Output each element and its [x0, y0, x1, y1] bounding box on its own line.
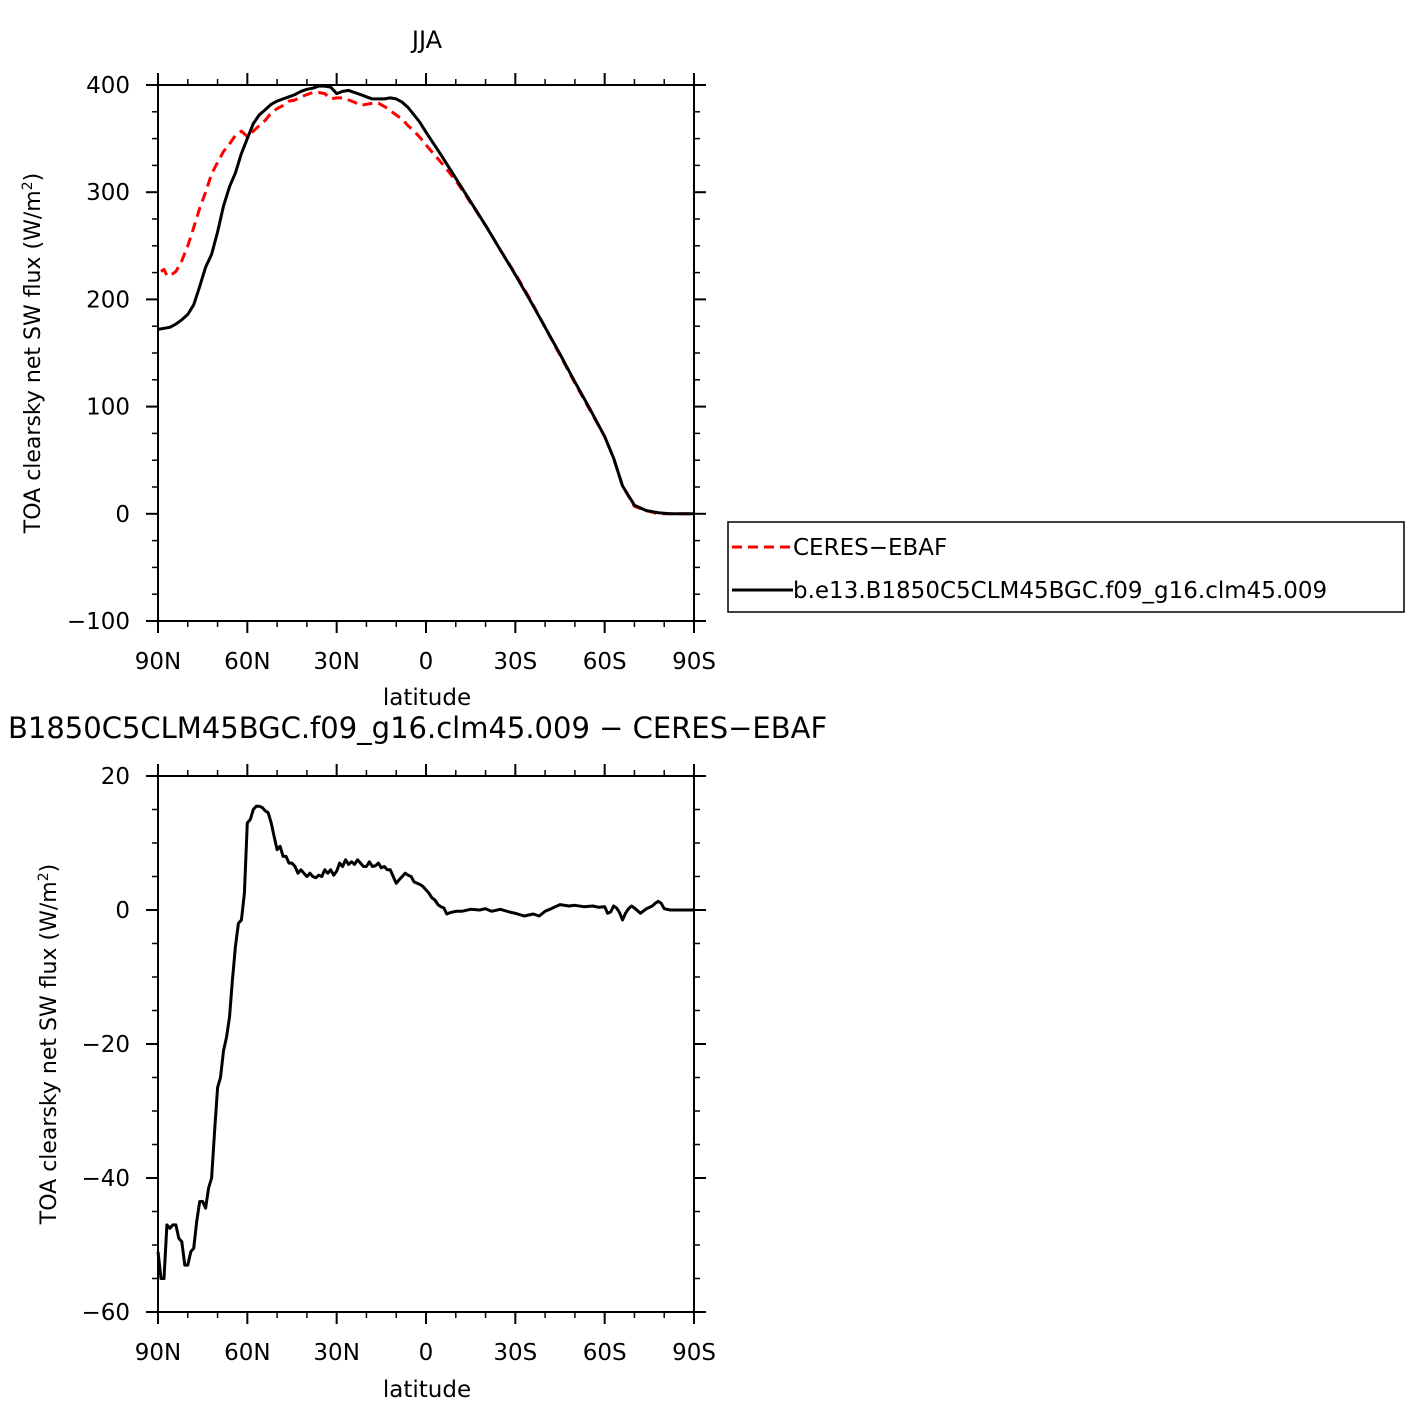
bottom-y-tick-label: −20 — [81, 1032, 130, 1058]
top-y-tick-label: 0 — [115, 502, 130, 528]
top-axis-ticks: 90N 60N 30N 0 30S 60S 90S −100 0 100 200 300 400 — [67, 73, 716, 675]
bottom-plot-marks — [156, 804, 694, 1280]
bottom-series-line-0 — [156, 804, 694, 1280]
bottom-x-axis-label: latitude — [383, 1377, 471, 1403]
bottom-panel: B1850C5CLM45BGC.f09_g16.clm45.009 − CERE… — [8, 711, 827, 1403]
top-panel: JJA 90N 60N 30N 0 30S 60S 90S −100 0 100 200 300 400… — [20, 26, 1405, 711]
bottom-x-tick-label: 0 — [419, 1340, 434, 1366]
top-y-tick-label: 300 — [86, 180, 130, 206]
top-y-axis-label-end: ) — [21, 173, 46, 182]
bottom-x-tick-label: 90N — [135, 1340, 181, 1366]
legend-box — [727, 521, 1405, 613]
top-x-tick-label: 60S — [583, 649, 627, 675]
bottom-chart-title: B1850C5CLM45BGC.f09_g16.clm45.009 − CERE… — [8, 711, 827, 745]
top-x-tick-label: 0 — [419, 649, 434, 675]
top-y-axis-label-sup: 2 — [20, 181, 36, 190]
top-x-tick-label: 90S — [672, 649, 716, 675]
top-x-axis-label: latitude — [383, 685, 471, 711]
bottom-x-tick-label: 60S — [583, 1340, 627, 1366]
top-x-tick-label: 30S — [493, 649, 537, 675]
top-y-tick-label: 100 — [86, 395, 130, 421]
top-y-tick-label: 200 — [86, 287, 130, 313]
top-series-line-1 — [157, 84, 694, 516]
bottom-y-axis-label-sup: 2 — [36, 872, 52, 881]
bottom-axis-ticks: 90N 60N 30N 0 30S 60S 90S −60 −40 −20 0 20 — [81, 764, 716, 1366]
bottom-y-axis-label-text: TOA clearsky net SW flux (W/m — [37, 881, 62, 1225]
bottom-x-tick-label: 90S — [672, 1340, 716, 1366]
bottom-y-axis-label-end: ) — [37, 864, 62, 873]
legend-label-ceres: CERES−EBAF — [793, 535, 947, 561]
top-x-tick-label: 90N — [135, 649, 181, 675]
top-y-axis-label-text: TOA clearsky net SW flux (W/m — [21, 190, 46, 534]
legend: CERES−EBAF b.e13.B1850C5CLM45BGC.f09_g16… — [727, 521, 1405, 613]
bottom-plot-frame — [157, 775, 695, 1313]
legend-label-model: b.e13.B1850C5CLM45BGC.f09_g16.clm45.009 — [793, 578, 1327, 604]
bottom-y-tick-label: −40 — [81, 1166, 130, 1192]
top-x-tick-label: 30N — [313, 649, 359, 675]
bottom-x-tick-label: 30S — [493, 1340, 537, 1366]
bottom-y-axis-label: TOA clearsky net SW flux (W/m2) — [36, 864, 62, 1225]
bottom-y-tick-label: −60 — [81, 1300, 130, 1326]
bottom-x-tick-label: 60N — [224, 1340, 270, 1366]
top-chart-title: JJA — [410, 26, 443, 54]
top-y-axis-label: TOA clearsky net SW flux (W/m2) — [20, 173, 46, 534]
bottom-x-tick-label: 30N — [313, 1340, 359, 1366]
top-x-tick-label: 60N — [224, 649, 270, 675]
top-y-tick-label: 400 — [86, 73, 130, 99]
top-y-tick-label: −100 — [67, 609, 130, 635]
bottom-y-tick-label: 0 — [115, 898, 130, 924]
top-plot-marks — [157, 84, 694, 516]
bottom-y-tick-label: 20 — [101, 764, 130, 790]
